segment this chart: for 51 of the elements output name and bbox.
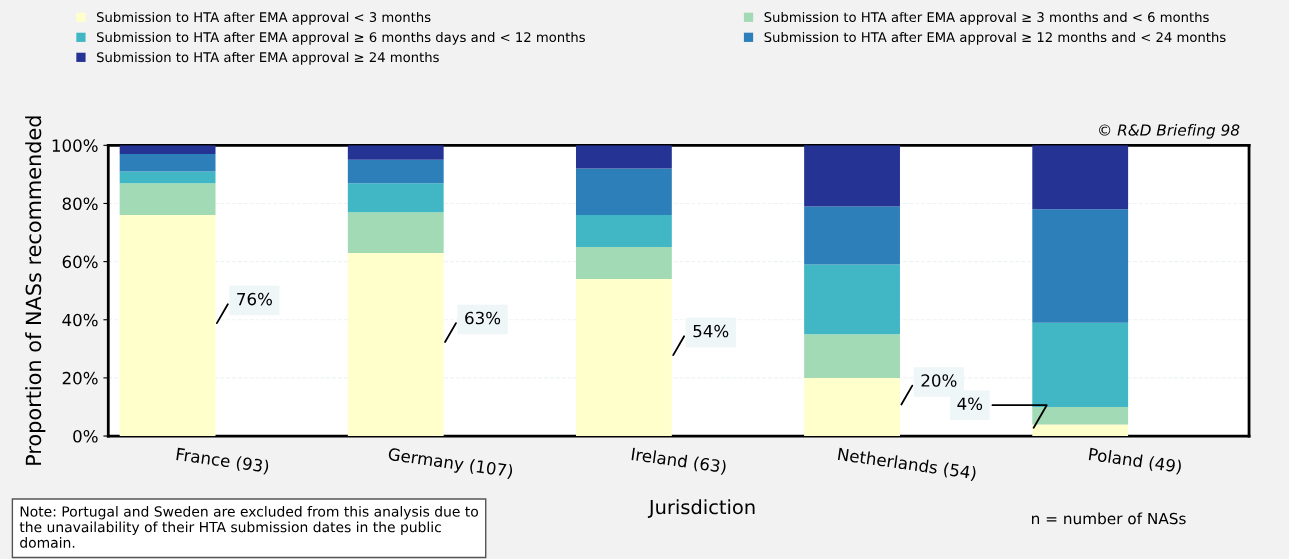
- data-label: 54%: [693, 324, 729, 338]
- x-tick-label: Ireland (63): [631, 447, 727, 476]
- text: © R&D Briefing 98: [1099, 123, 1240, 139]
- bar: [804, 145, 900, 207]
- bar: [347, 159, 444, 184]
- data-label: 63%: [465, 311, 501, 325]
- bar: [575, 279, 672, 437]
- y-tick-label: 100%: [52, 139, 98, 152]
- legend-label: Submission to HTA after EMA approval < 3 months: [96, 11, 431, 25]
- bar: [804, 377, 900, 437]
- bar: [347, 212, 444, 253]
- y-tick-label: 20%: [62, 371, 98, 385]
- bar: [1032, 424, 1129, 437]
- y-tick-label: 80%: [62, 197, 98, 211]
- data-label: 20%: [921, 374, 957, 387]
- y-tick-label: 40%: [62, 313, 98, 327]
- x-tick-label: Netherlands (54): [837, 447, 977, 482]
- x-tick-label: Germany (107): [387, 447, 513, 481]
- legend-label: Submission to HTA after EMA approval ≥ 6 months days and < 12 months: [96, 31, 585, 45]
- bar: [575, 168, 672, 216]
- bar: [575, 215, 672, 248]
- text: n = number of NASs: [1032, 512, 1186, 525]
- bar: [119, 154, 216, 172]
- bar: [347, 183, 444, 213]
- bar: [1032, 406, 1129, 425]
- legend-label: Submission to HTA after EMA approval ≥ 12 months and < 24 months: [764, 31, 1226, 45]
- bar: [575, 247, 672, 280]
- y-tick-label: 0%: [73, 429, 98, 443]
- bar: [1032, 209, 1129, 323]
- bar: [804, 334, 900, 378]
- legend-label: Submission to HTA after EMA approval ≥ 3 months and < 6 months: [764, 11, 1209, 25]
- bar: [804, 264, 900, 335]
- bar: [119, 183, 216, 216]
- x-tick-label: France (93): [176, 447, 270, 475]
- bar: [119, 171, 216, 184]
- bar: [804, 206, 900, 265]
- x-axis-title: Jurisdiction: [647, 499, 755, 518]
- bar: [1032, 145, 1129, 210]
- bar: [347, 145, 444, 160]
- legend-label: Submission to HTA after EMA approval ≥ 24 months: [96, 51, 439, 65]
- bar: [119, 215, 216, 437]
- x-tick-label: Poland (49): [1088, 447, 1182, 475]
- y-axis-title: Proportion of NASs recommended: [25, 116, 46, 465]
- bar: [1032, 322, 1129, 407]
- y-tick-label: 60%: [62, 255, 98, 269]
- bar: [575, 145, 672, 169]
- data-label: 76%: [237, 292, 272, 306]
- text: Note: Portugal and Sweden are excluded from this analysis due to the unavailability of their HTA submission dates in the public domain.: [19, 505, 479, 548]
- data-label: 4%: [957, 397, 983, 411]
- bar: [347, 252, 444, 437]
- bar: [119, 145, 216, 155]
